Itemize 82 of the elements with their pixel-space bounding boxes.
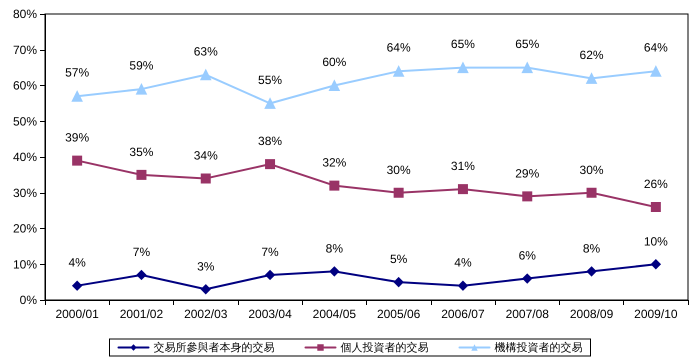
point [265, 159, 276, 170]
data-label: 31% [450, 159, 476, 174]
x-tick-label: 2001/02 [120, 307, 164, 321]
data-label: 39% [65, 130, 90, 145]
point [394, 188, 404, 198]
data-label: 10% [644, 234, 668, 248]
point [393, 66, 404, 77]
data-label: 35% [129, 144, 154, 159]
data-label: 64% [644, 40, 668, 55]
point [522, 274, 532, 284]
y-tick-label: 10% [12, 257, 38, 272]
data-label: 38% [258, 134, 282, 148]
point [265, 270, 276, 280]
data-label: 8% [326, 241, 344, 256]
data-label: 26% [644, 177, 668, 192]
point [329, 266, 340, 276]
y-tick-label: 70% [12, 42, 38, 57]
point [200, 284, 211, 294]
point [329, 180, 340, 191]
data-label: 34% [194, 148, 218, 162]
point [650, 202, 661, 212]
data-label: 8% [582, 241, 601, 256]
data-label: 29% [515, 166, 540, 180]
x-tick-label: 2009/10 [634, 307, 678, 321]
x-tick-label: 2006/07 [441, 307, 485, 321]
y-tick-label: 50% [12, 114, 38, 128]
point [522, 62, 533, 74]
data-label: 5% [390, 252, 408, 266]
data-label: 59% [129, 58, 154, 73]
point [458, 280, 468, 291]
point [586, 188, 597, 198]
data-label: 65% [450, 37, 476, 52]
y-tick-label: 30% [12, 186, 38, 200]
data-label: 55% [258, 72, 282, 87]
data-label: 62% [580, 48, 604, 62]
data-label: 30% [386, 162, 411, 177]
data-label: 4% [68, 256, 86, 270]
point [72, 280, 82, 291]
data-label: 64% [386, 40, 411, 55]
point [72, 156, 82, 166]
data-label: 4% [454, 256, 472, 270]
point [394, 277, 404, 288]
point [264, 98, 276, 109]
point [650, 259, 661, 270]
point [586, 72, 598, 84]
point [136, 84, 147, 95]
x-tick-label: 2007/08 [506, 307, 550, 321]
legend-label: 交易所參與者本身的交易 [154, 341, 274, 354]
x-tick-label: 2008/09 [570, 307, 614, 321]
point [136, 270, 146, 280]
data-label: 63% [194, 44, 218, 58]
x-tick-label: 2005/06 [376, 307, 421, 321]
x-tick-label: 2003/04 [248, 307, 292, 321]
x-tick-label: 2004/05 [312, 307, 356, 321]
point [328, 80, 340, 91]
data-label: 3% [197, 259, 215, 274]
point [72, 90, 83, 102]
data-label: 6% [518, 248, 536, 263]
data-label: 57% [65, 66, 90, 80]
point [458, 184, 468, 194]
point [586, 266, 597, 276]
y-tick-label: 20% [12, 222, 38, 236]
point [136, 170, 146, 180]
x-tick-label: 2000/01 [55, 307, 100, 321]
point [200, 69, 212, 80]
data-label: 65% [515, 37, 540, 52]
point [200, 173, 211, 184]
data-label: 30% [580, 162, 604, 177]
point [522, 191, 532, 202]
point [457, 62, 468, 74]
point [650, 66, 662, 77]
y-tick-label: 80% [12, 7, 38, 21]
data-label: 7% [132, 244, 150, 259]
data-label: 7% [261, 244, 280, 259]
legend-label: 機構投資者的交易 [494, 341, 582, 354]
data-label: 32% [322, 156, 347, 170]
y-tick-label: 0% [20, 293, 38, 307]
x-tick-label: 2002/03 [184, 307, 228, 321]
legend-label: 個人投資者的交易 [340, 341, 428, 354]
y-tick-label: 40% [12, 150, 38, 164]
data-label: 60% [322, 55, 347, 69]
y-tick-label: 60% [12, 78, 38, 92]
